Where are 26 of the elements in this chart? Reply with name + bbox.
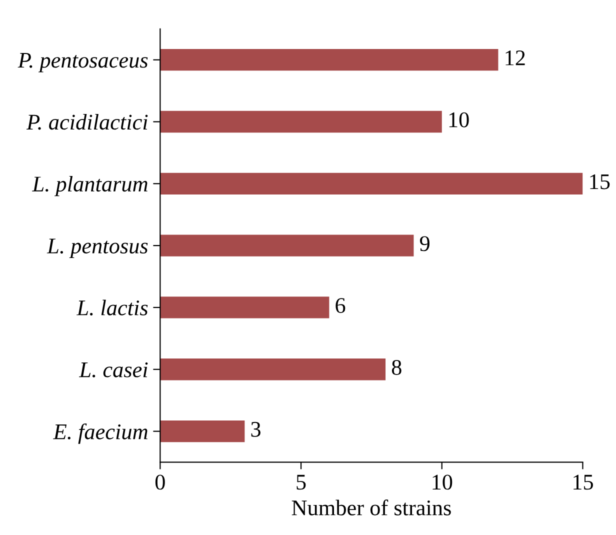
bar [160,172,583,194]
bar [160,234,414,256]
x-tick-label: 0 [155,474,165,490]
data-label: 12 [506,50,525,66]
bar [160,110,442,133]
y-tick-label: L. plantarum [32,176,148,196]
y-tick-label: L. pentosus [46,238,148,258]
data-label: 6 [336,298,346,314]
x-tick-label: 15 [574,474,593,490]
x-tick-label: 10 [432,474,452,490]
bar [160,296,330,318]
bar [160,49,498,71]
x-axis-title: Number of strains [292,500,451,516]
x-tick-label: 5 [296,474,306,490]
y-tick-label: L. lactis [76,300,148,316]
y-tick-label: P. acidilactici [26,114,148,130]
data-label: 8 [392,360,402,375]
data-label: 3 [251,422,260,437]
y-tick-label: E. faecium [53,423,148,444]
bar [160,358,386,380]
bar [160,420,245,442]
y-tick-label: L. casei [78,362,148,378]
data-label: 10 [449,112,469,128]
data-label: 9 [420,236,430,252]
data-label: 15 [590,174,610,190]
y-tick-label: P. pentosaceus [18,53,148,72]
